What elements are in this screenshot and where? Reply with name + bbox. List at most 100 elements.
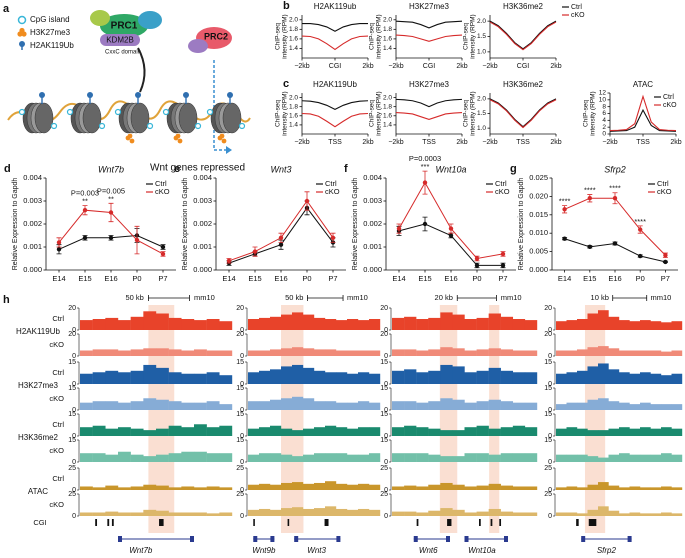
series-line [395,34,463,42]
annotation: ** [108,194,114,203]
x-tick-label: CGI [423,63,436,70]
condition-label: Ctrl [52,420,64,429]
y-tick-label: 2.0 [383,16,392,23]
signal-bar [671,350,683,356]
signal-bar [156,454,169,462]
signal-bar [358,427,370,436]
signal-bar [270,349,282,356]
signal-bar [661,322,672,330]
signal-bar [476,425,489,436]
y-tick-label: 1.0 [477,49,486,56]
signal-bar [80,427,93,436]
marker [278,242,284,247]
signal-bar [270,399,282,410]
signal-bar [219,453,233,462]
legend-label: Ctrl [495,179,507,188]
y-tick-label: 0.004 [363,173,382,182]
series-line [489,20,557,50]
signal-bar [577,513,588,516]
track-tick-label: 0 [72,407,76,414]
condition-label: cKO [49,340,64,349]
tether [137,47,146,93]
signal-bar [336,508,348,516]
gene-exon [504,536,508,542]
condition-label: cKO [49,394,64,403]
y-tick-label: 0.001 [363,242,382,251]
y-tick-label: 1.6 [383,36,392,43]
track-tick-label: 0 [384,407,388,414]
marker [226,258,232,263]
marker [587,244,592,250]
marker [252,249,258,254]
series-line [609,108,677,132]
cgi-mark [499,519,502,526]
signal-bar [619,487,630,490]
marker [638,253,643,259]
signal-bar [92,425,106,436]
signal-bar [500,485,514,490]
signal-bar [661,375,672,384]
signal-bar [292,347,304,356]
signal-bar [281,398,293,410]
signal-bar [314,370,326,384]
nucleosome [178,102,198,134]
cpg-site [238,122,246,130]
signal-bar [259,453,271,462]
signal-bar [392,349,405,356]
y-axis-label: Relative Expression to Gapdh [182,178,189,271]
signal-bar [181,350,195,356]
signal-bar [259,427,271,436]
signal-bar [640,320,651,330]
signal-bar [587,313,599,330]
chart-title: Wnt10a [435,164,466,174]
marker [330,235,336,240]
y-tick-label: 0.001 [193,242,212,251]
panel-label: g [510,163,517,175]
signal-bar [404,453,417,462]
signal-bar [248,350,260,356]
signal-bar [168,453,182,462]
signal-bar [640,487,651,490]
annotation: P=0.003 [71,189,99,198]
y-tick-label: 2.0 [383,94,392,101]
signal-bar [428,370,441,384]
cgi-mark [588,519,597,526]
y-tick-label: 1.6 [383,112,392,119]
cgi-mark [253,519,255,526]
signal-bar [416,350,429,356]
signal-bar [314,317,326,330]
signal-bar [428,401,441,410]
signal-bar [440,508,453,516]
y-tick-label: 0.000 [363,265,382,274]
cgi-mark [576,519,579,526]
signal-bar [608,428,620,436]
signal-bar [206,513,220,516]
gene-exon [446,536,450,542]
x-tick-label: P0 [636,274,645,283]
signal-bar [92,372,106,384]
track-group-label: H2AK119Ub [16,327,60,336]
signal-bar [452,366,465,384]
chart-title: H2AK119Ub [313,80,357,89]
x-tick-label: E15 [78,274,91,283]
track-tick-label: 15 [380,437,388,444]
track-tick-label: 25 [380,465,388,472]
signal-bar [181,512,195,516]
signal-bar [524,402,538,410]
signal-bar [118,350,131,356]
x-tick-label: P7 [498,274,507,283]
signal-bar [219,321,233,330]
ub-mark [183,92,189,98]
track-tick-label: 0 [72,327,76,334]
marker [160,251,166,257]
signal-bar [292,482,304,490]
signal-bar [566,512,578,516]
signal-bar [358,350,370,356]
track-tick-label: 25 [544,465,552,472]
track-group-label: H3K36me2 [18,433,59,442]
k27-mark [175,133,181,139]
legend-label: Ctrl [657,179,669,188]
signal-bar [629,512,641,516]
x-tick-label: −2kb [482,139,497,146]
track-tick-label: 0 [72,381,76,388]
